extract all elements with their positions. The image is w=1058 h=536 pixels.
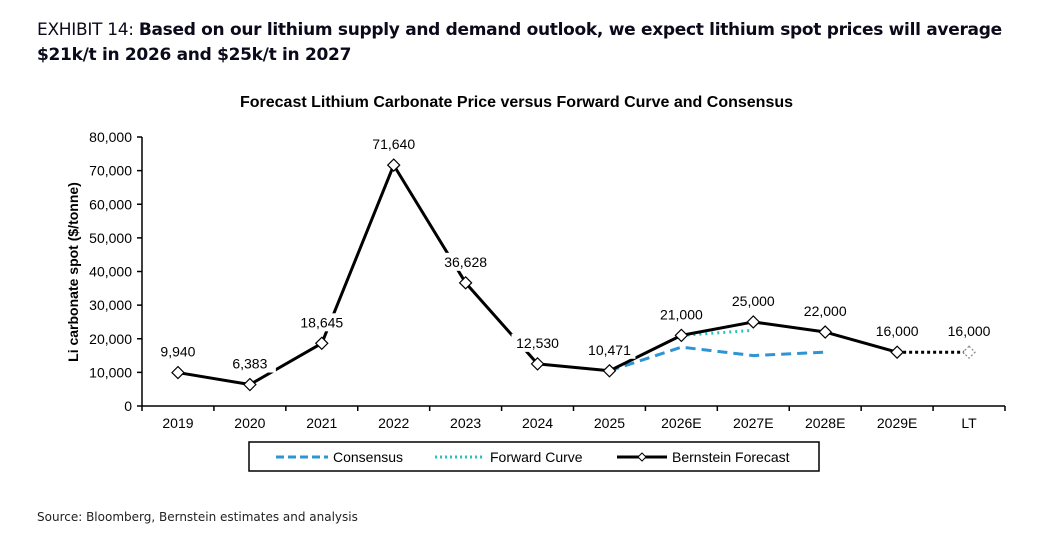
- data-label-bg: [439, 252, 492, 271]
- bernstein-marker: [171, 365, 185, 380]
- legend-box: [248, 441, 820, 472]
- legend: Consensus Forward Curve Bernstein Forecast: [248, 441, 820, 472]
- bernstein-marker: [243, 377, 257, 392]
- bernstein-marker: [530, 357, 545, 371]
- y-tick-label: 70,000: [89, 163, 132, 179]
- data-label: 22,000: [804, 303, 847, 319]
- y-tick-label: 20,000: [89, 331, 132, 347]
- y-tick-label: 0: [124, 398, 132, 414]
- data-label: 36,628: [444, 254, 487, 270]
- y-tick-label: 60,000: [89, 196, 132, 212]
- bernstein-marker: [818, 325, 833, 339]
- x-tick-label: 2024: [522, 415, 553, 431]
- data-label-bg: [151, 342, 204, 361]
- axes: 0 10,000 20,000 30,000 40,000 50,000 60,000 70,…: [89, 129, 1006, 431]
- x-tick-label: 2022: [378, 415, 409, 431]
- x-tick-label: 2019: [162, 415, 193, 431]
- x-tick-label: 2027E: [733, 415, 773, 431]
- data-label: 6,383: [232, 356, 267, 372]
- exhibit-label: EXHIBIT 14:: [37, 20, 139, 40]
- bernstein-marker: [890, 345, 904, 360]
- bernstein-marker: [458, 275, 473, 290]
- x-tick-label: 2021: [306, 415, 337, 431]
- data-label: 10,471: [588, 342, 631, 358]
- x-tick-label: LT: [961, 415, 977, 431]
- y-tick-label: 40,000: [89, 264, 132, 280]
- data-label-bg: [295, 313, 348, 332]
- bernstein-marker: [602, 363, 617, 378]
- bernstein-marker: [962, 345, 976, 360]
- series-consensus-line: [608, 345, 826, 373]
- y-axis-label: Li carbonate spot ($/tonne): [65, 182, 81, 362]
- data-label-bg: [511, 333, 564, 352]
- x-tick-label: 2025: [594, 415, 625, 431]
- y-tick-label: 10,000: [89, 364, 132, 380]
- data-label-bg: [871, 322, 924, 341]
- legend-forward-curve-label: Forward Curve: [490, 449, 583, 465]
- data-label: 71,640: [372, 136, 415, 152]
- series-layer: [171, 158, 976, 392]
- y-tick-label: 80,000: [89, 129, 132, 145]
- exhibit-heading: EXHIBIT 14: Based on our lithium supply …: [37, 18, 1037, 68]
- data-label: 12,530: [516, 335, 559, 351]
- data-label-bg: [583, 340, 636, 359]
- y-tick-label: 30,000: [89, 297, 132, 313]
- x-tick-label: 2020: [234, 415, 265, 431]
- data-label: 16,000: [948, 323, 991, 339]
- data-label-bg: [799, 302, 852, 321]
- chart-title: Forecast Lithium Carbonate Price versus …: [239, 94, 794, 111]
- bernstein-marker: [746, 315, 761, 329]
- data-label-bg: [727, 291, 780, 310]
- y-tick-label: 50,000: [89, 230, 132, 246]
- x-tick-label: 2028E: [805, 415, 845, 431]
- data-label: 16,000: [876, 323, 919, 339]
- data-label: 21,000: [660, 306, 703, 322]
- data-label: 9,940: [160, 344, 195, 360]
- data-label-bg: [655, 305, 708, 324]
- data-label: 18,645: [300, 314, 343, 330]
- x-tick-label: 2026E: [661, 415, 701, 431]
- source-note: Source: Bloomberg, Bernstein estimates a…: [37, 510, 358, 524]
- legend-bernstein-label: Bernstein Forecast: [672, 449, 790, 465]
- data-label-bg: [367, 135, 420, 154]
- legend-bernstein-marker: [637, 452, 647, 462]
- data-label-bg: [223, 354, 276, 373]
- bernstein-marker: [674, 328, 689, 343]
- x-tick-label: 2029E: [877, 415, 917, 431]
- exhibit-title: Based on our lithium supply and demand o…: [37, 20, 1002, 65]
- data-label-bg: [943, 322, 996, 341]
- legend-consensus-label: Consensus: [333, 449, 403, 465]
- data-labels: 9,940 6,383 18,645 71,640 36,628 12,530 10,471…: [151, 135, 996, 373]
- bernstein-marker: [386, 158, 401, 172]
- x-tick-label: 2023: [450, 415, 481, 431]
- data-label: 25,000: [732, 293, 775, 309]
- bernstein-marker: [314, 336, 329, 351]
